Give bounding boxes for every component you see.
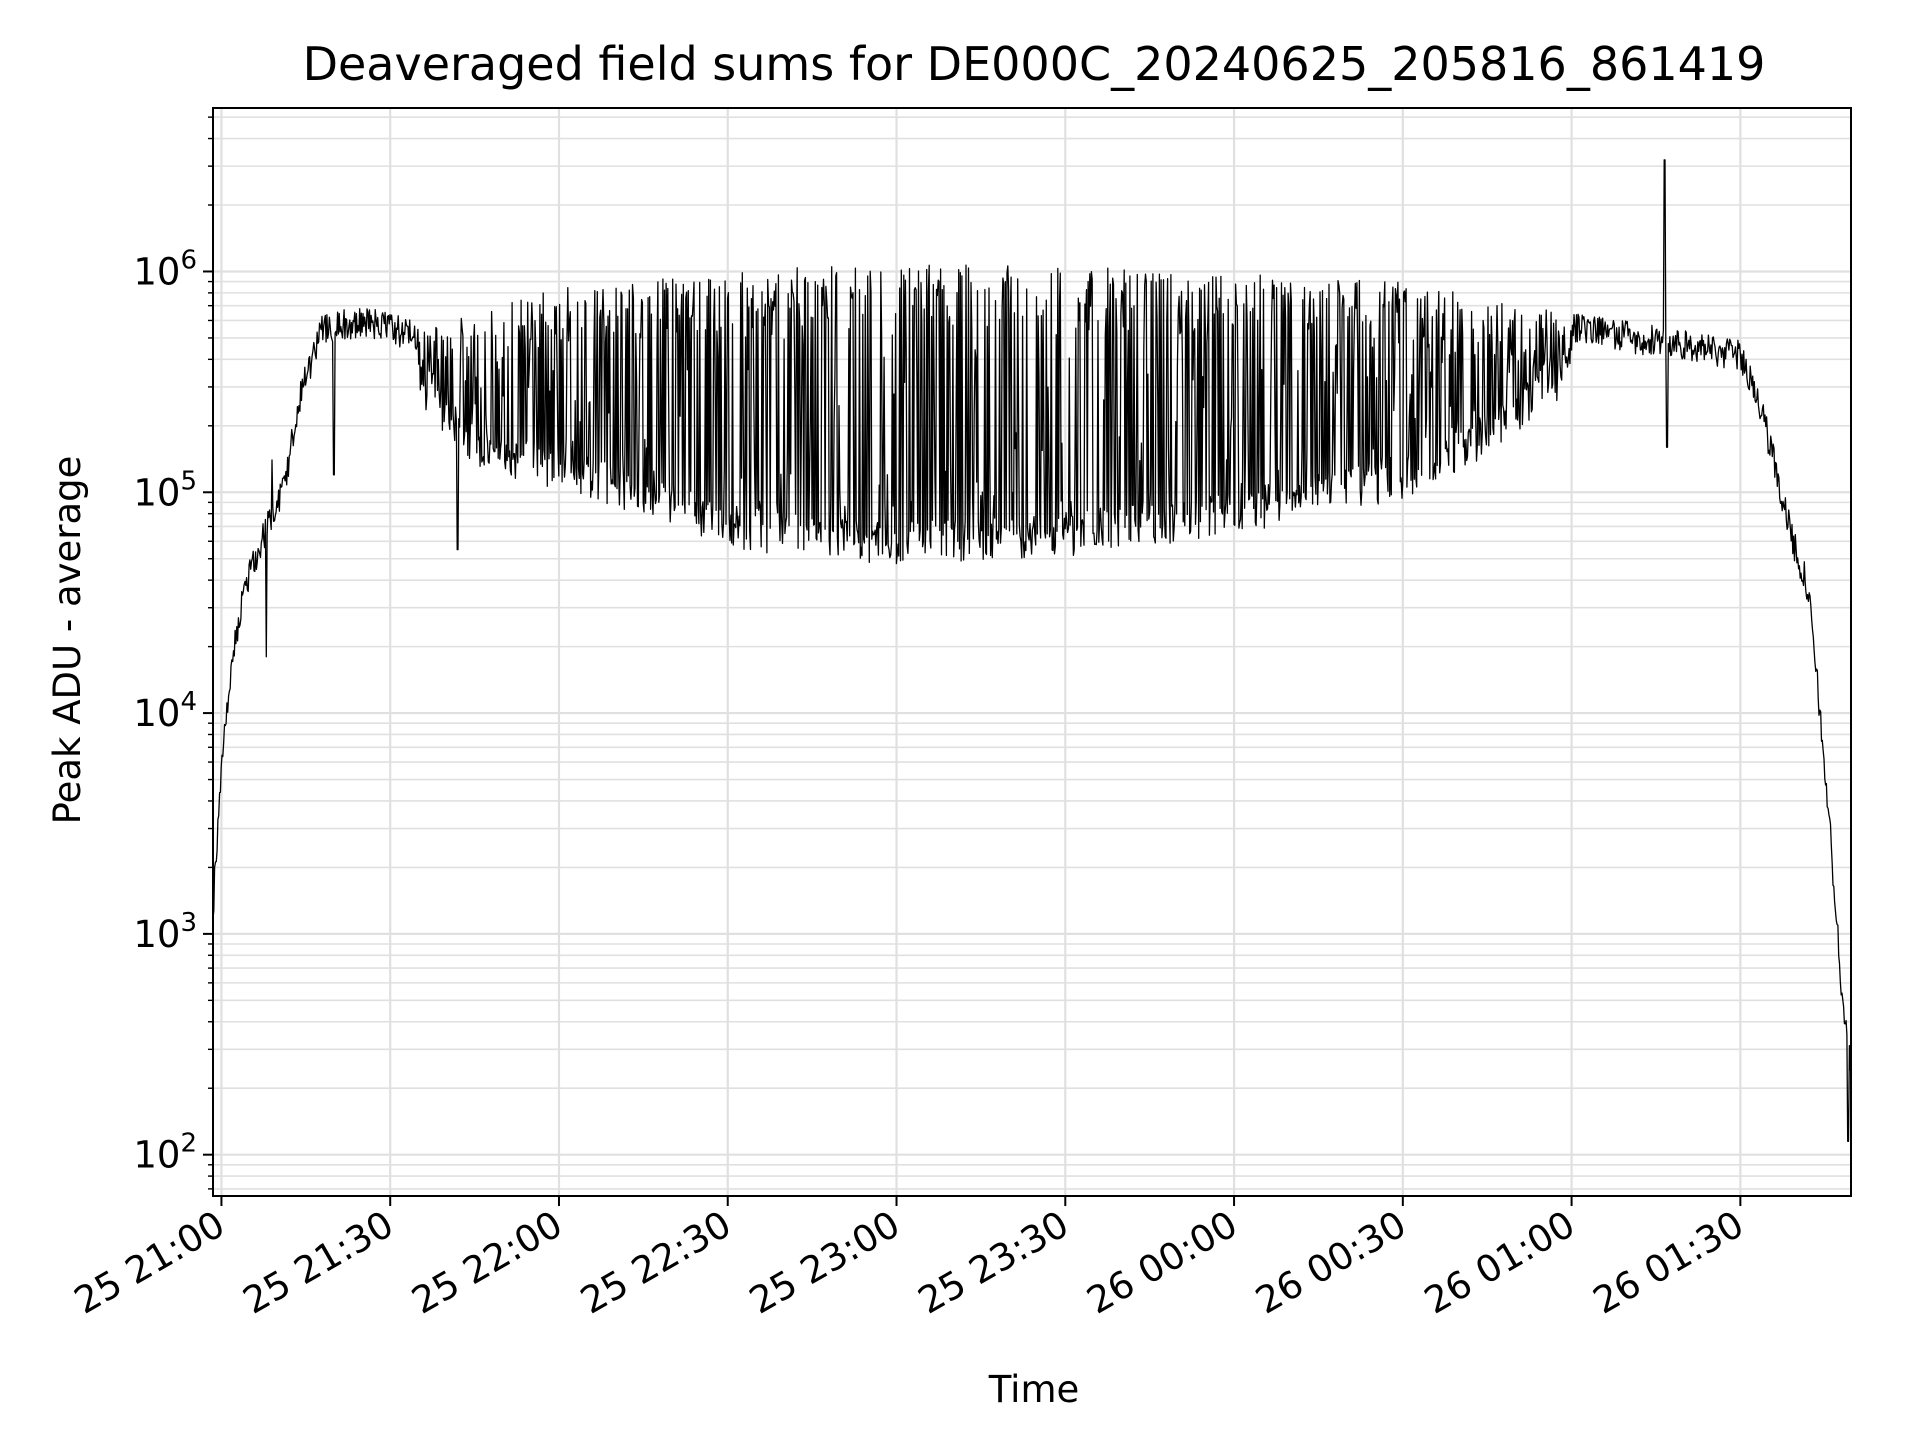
- grid: [213, 108, 1851, 1196]
- x-axis-label: Time: [988, 1368, 1080, 1411]
- y-tick-label: 105: [133, 466, 197, 514]
- y-tick-label: 104: [133, 687, 197, 735]
- chart-title: Deaveraged field sums for DE000C_2024062…: [303, 37, 1766, 91]
- y-axis-label: Peak ADU - average: [46, 456, 89, 825]
- y-tick-label: 106: [133, 245, 197, 293]
- y-axis: 102 103 104 105 106: [133, 116, 213, 1190]
- y-tick-label: 102: [133, 1129, 197, 1177]
- series-line: [212, 159, 1852, 1142]
- plot-frame: [212, 107, 1852, 1197]
- y-tick-label: 103: [133, 908, 197, 956]
- series: [212, 159, 1852, 1142]
